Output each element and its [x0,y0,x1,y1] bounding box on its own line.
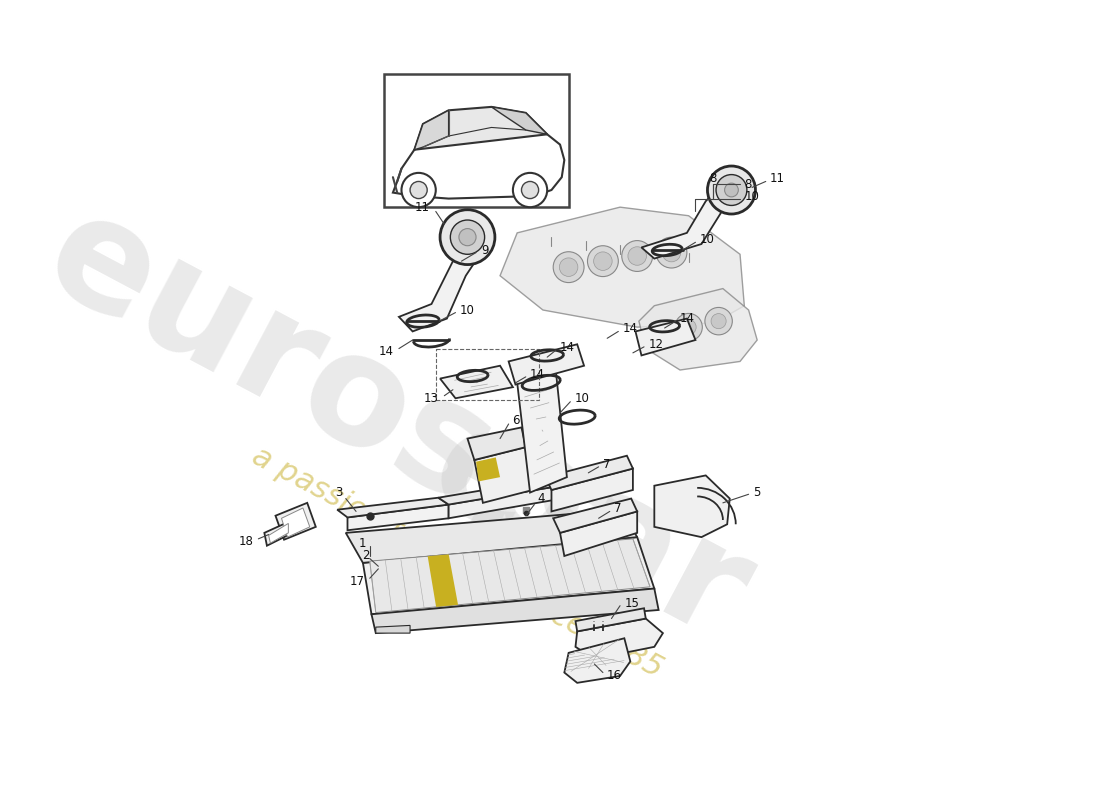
Text: 1: 1 [360,538,366,550]
Polygon shape [428,554,458,607]
Circle shape [705,307,733,335]
Text: es: es [405,391,647,614]
Circle shape [716,174,747,206]
Text: 18: 18 [239,535,253,548]
Polygon shape [546,456,632,490]
Polygon shape [440,366,513,398]
Polygon shape [415,110,449,150]
Text: 11: 11 [415,201,430,214]
Circle shape [656,237,686,268]
Circle shape [459,229,476,246]
Polygon shape [399,237,483,331]
Polygon shape [370,539,650,613]
Text: 10: 10 [460,303,474,317]
Bar [436,349,539,400]
Polygon shape [551,469,632,511]
Polygon shape [500,207,745,327]
Circle shape [675,314,702,341]
Text: eurospar: eurospar [22,179,773,673]
Polygon shape [282,508,310,537]
Circle shape [711,314,726,329]
Text: 9: 9 [481,243,488,257]
Text: 10: 10 [745,190,759,202]
Text: 6: 6 [512,414,519,427]
Polygon shape [372,589,659,633]
Polygon shape [575,608,646,631]
Circle shape [594,252,613,270]
Polygon shape [641,184,736,258]
Text: 14: 14 [680,312,695,325]
Polygon shape [348,505,449,530]
Polygon shape [639,289,757,370]
Circle shape [440,210,495,265]
Circle shape [553,252,584,282]
Polygon shape [508,344,584,385]
Polygon shape [363,537,654,614]
Polygon shape [393,127,564,198]
Circle shape [725,183,738,197]
Polygon shape [636,318,695,355]
Polygon shape [476,458,501,482]
Polygon shape [468,427,526,460]
Polygon shape [575,618,663,659]
Polygon shape [264,520,293,546]
Polygon shape [492,107,547,134]
Polygon shape [517,370,566,493]
Text: 14: 14 [378,345,394,358]
Text: 10: 10 [700,234,715,246]
Polygon shape [275,503,316,540]
Text: 5: 5 [752,486,760,499]
Text: 14: 14 [623,322,638,335]
Polygon shape [560,511,637,556]
Circle shape [628,246,647,266]
Polygon shape [338,498,449,518]
Polygon shape [553,498,637,533]
Bar [384,74,569,207]
Text: 4: 4 [538,492,544,505]
Text: 10: 10 [574,392,590,405]
Text: 3: 3 [336,486,342,499]
Circle shape [681,320,696,334]
Circle shape [450,220,485,254]
Text: 11: 11 [770,172,785,186]
Text: 8: 8 [745,178,751,190]
Text: 12: 12 [648,338,663,350]
Polygon shape [474,447,532,503]
Polygon shape [415,107,547,150]
Text: 15: 15 [625,597,639,610]
Circle shape [513,173,547,207]
Polygon shape [564,638,630,683]
Text: 14: 14 [560,342,575,354]
Text: 13: 13 [424,392,438,405]
Text: a passion for parts since 1985: a passion for parts since 1985 [246,442,668,684]
Polygon shape [438,470,612,505]
Polygon shape [449,477,612,518]
Polygon shape [345,510,637,563]
Circle shape [402,173,436,207]
Text: 7: 7 [603,458,611,470]
Circle shape [560,258,578,277]
Circle shape [587,246,618,277]
Text: 16: 16 [606,670,621,682]
Circle shape [662,243,681,262]
Text: 8: 8 [708,172,716,186]
Circle shape [410,182,427,198]
Circle shape [621,241,652,271]
Circle shape [521,182,539,198]
Text: 17: 17 [350,575,364,588]
Polygon shape [654,475,729,537]
Circle shape [707,166,756,214]
Text: 14: 14 [530,368,544,381]
Polygon shape [376,626,410,633]
Polygon shape [268,523,288,543]
Text: 7: 7 [614,502,622,515]
Text: 2: 2 [362,550,370,562]
